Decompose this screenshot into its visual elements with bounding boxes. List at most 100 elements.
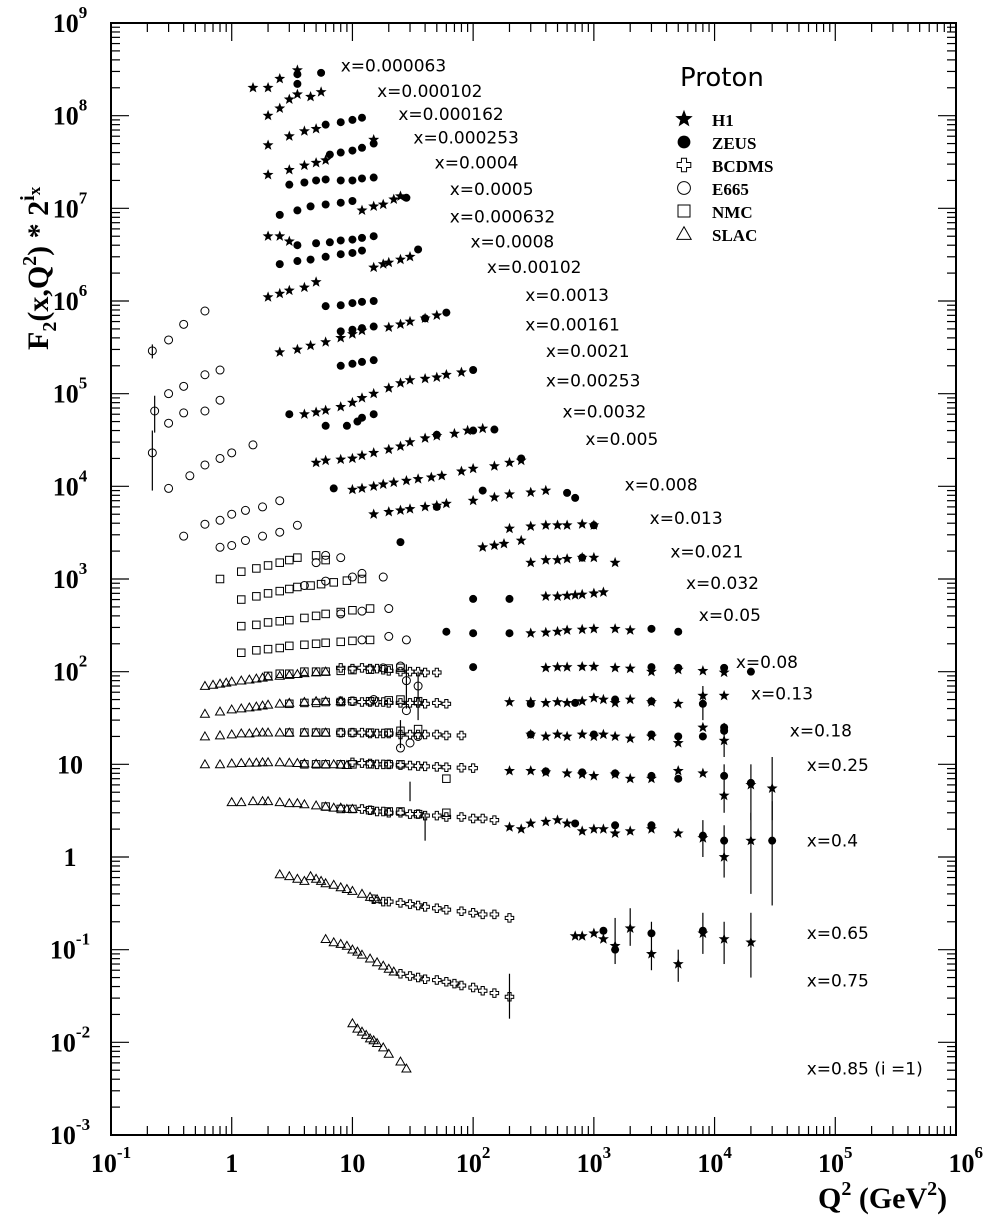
y-axis-title: F2(x,Q2) * 2ix	[17, 186, 61, 350]
slac-point	[320, 877, 332, 888]
bcdms-point	[405, 899, 415, 909]
zeus-point	[611, 821, 620, 830]
y-tick-label-base: 10	[50, 936, 76, 965]
nmc-point	[293, 553, 302, 562]
h1-point	[335, 453, 347, 465]
slac-point	[292, 757, 303, 768]
h1-point	[624, 825, 636, 836]
nmc-point	[237, 648, 246, 658]
e665-point	[384, 604, 394, 614]
zeus-point	[321, 120, 330, 129]
x-tick-label: 1	[225, 1149, 238, 1178]
zeus-point	[563, 488, 572, 497]
x-bin-label: x=0.0021	[546, 342, 630, 362]
e665-point	[164, 483, 174, 493]
slac-point	[328, 802, 340, 812]
y-tick-label-base: 10	[53, 9, 79, 38]
slac-point	[292, 797, 303, 808]
zeus-point	[348, 248, 357, 257]
legend-label: ZEUS	[712, 134, 756, 153]
x-bin-label: x=0.13	[751, 685, 813, 705]
nmc-point	[365, 728, 375, 737]
h1-point	[504, 488, 515, 499]
e665-point	[200, 370, 210, 380]
bcdms-point	[489, 909, 500, 920]
e665-point	[215, 542, 225, 552]
h1-point	[525, 556, 537, 568]
nmc-point	[365, 696, 375, 706]
h1-point	[609, 623, 621, 634]
h1-point	[561, 730, 573, 742]
zeus-point	[469, 594, 478, 603]
h1-point	[477, 541, 489, 552]
y-tick-label-exp: 6	[79, 281, 88, 300]
e665-point	[401, 676, 411, 686]
bcdms-point	[441, 762, 452, 773]
bcdms-point	[395, 808, 406, 818]
slac-point	[356, 1026, 368, 1036]
h1-point	[388, 476, 400, 488]
nmc-point	[252, 646, 261, 655]
h1-point	[718, 690, 730, 701]
h1-point	[298, 408, 310, 419]
h1-point	[569, 589, 581, 600]
zeus-point	[369, 232, 378, 241]
slac-point	[347, 1017, 358, 1028]
slac-point	[292, 873, 303, 883]
h1-point	[718, 734, 730, 746]
slac-point	[320, 666, 332, 676]
h1-point	[697, 767, 709, 778]
slac-point	[335, 695, 347, 706]
e665-point	[179, 319, 189, 329]
zeus-point	[599, 926, 608, 935]
zeus-point	[312, 239, 321, 248]
y-tick-label: 10-3	[50, 1115, 90, 1150]
bcdms-point	[420, 902, 430, 912]
slac-point	[341, 803, 353, 813]
bcdms-point	[432, 698, 442, 708]
slac-point	[292, 668, 303, 679]
nmc-point	[311, 611, 321, 621]
slac-point	[352, 946, 363, 956]
legend: Proton H1 ZEUS BCDMS E665 NMC SLAC	[675, 63, 773, 245]
bcdms-point	[468, 982, 478, 993]
bcdms-point	[357, 758, 367, 768]
h1-point	[597, 693, 609, 705]
zeus-point	[611, 695, 620, 704]
bcdms-point	[420, 974, 430, 984]
slac-point	[305, 870, 316, 881]
zeus-point	[369, 356, 378, 365]
zeus-point	[293, 241, 302, 250]
bcdms-point	[504, 992, 515, 1002]
slac-point	[235, 728, 247, 738]
h1-point	[561, 697, 573, 708]
zeus-point	[357, 246, 366, 255]
slac-point	[283, 757, 295, 767]
nmc-point	[263, 561, 273, 570]
h1-point	[561, 817, 573, 829]
e665-point	[240, 505, 250, 515]
bcdms-point	[432, 810, 442, 821]
x-axis-title: Q2 (GeV2)	[818, 1178, 947, 1215]
zeus-point	[285, 180, 294, 189]
h1-point	[576, 518, 588, 529]
e665-point	[164, 389, 174, 399]
h1-point	[540, 816, 552, 827]
h1-point	[298, 125, 310, 136]
nmc-point	[336, 666, 345, 676]
slac-point	[320, 695, 332, 706]
y-tick-label: 107	[53, 188, 88, 223]
slac-point	[226, 728, 238, 739]
zeus-point	[285, 410, 294, 419]
slac-point	[283, 797, 295, 808]
slac-point	[250, 757, 262, 767]
zeus-point	[336, 327, 345, 336]
e665-point	[311, 558, 321, 568]
e665-point	[395, 661, 405, 671]
slac-point	[371, 956, 383, 967]
zeus-point	[357, 143, 366, 152]
e665-point	[215, 515, 225, 525]
y-tick-label-base: 10	[53, 565, 79, 594]
h1-point	[315, 86, 327, 97]
slac-point	[377, 960, 389, 970]
